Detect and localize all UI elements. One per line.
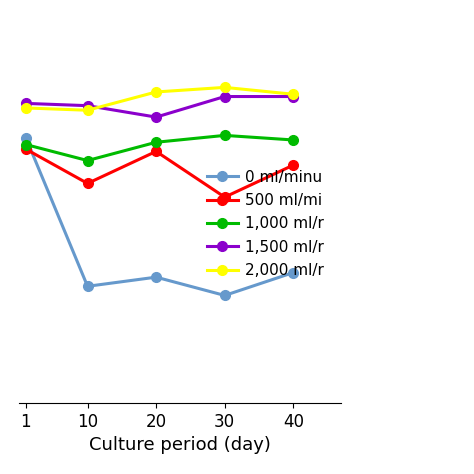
Line: 1,000 ml/r: 1,000 ml/r (21, 130, 298, 165)
500 ml/mi (85, 181, 91, 186)
0 ml/minu (291, 270, 296, 275)
1,500 ml/r (23, 100, 28, 106)
2,000 ml/r (291, 91, 296, 97)
X-axis label: Culture period (day): Culture period (day) (89, 436, 271, 454)
0 ml/minu (222, 292, 228, 298)
1,000 ml/r (153, 139, 159, 145)
2,000 ml/r (23, 105, 28, 111)
0 ml/minu (153, 274, 159, 280)
2,000 ml/r (222, 84, 228, 90)
1,500 ml/r (222, 94, 228, 100)
2,000 ml/r (153, 89, 159, 95)
2,000 ml/r (85, 108, 91, 113)
Line: 0 ml/minu: 0 ml/minu (21, 133, 298, 301)
1,000 ml/r (291, 137, 296, 143)
0 ml/minu (85, 283, 91, 289)
500 ml/mi (23, 146, 28, 152)
1,500 ml/r (291, 94, 296, 100)
500 ml/mi (153, 148, 159, 154)
Legend: 0 ml/minu, 500 ml/mi, 1,000 ml/r, 1,500 ml/r, 2,000 ml/r: 0 ml/minu, 500 ml/mi, 1,000 ml/r, 1,500 … (207, 170, 324, 278)
500 ml/mi (291, 162, 296, 168)
1,000 ml/r (222, 133, 228, 138)
1,000 ml/r (23, 142, 28, 147)
Line: 500 ml/mi: 500 ml/mi (21, 144, 298, 202)
500 ml/mi (222, 194, 228, 200)
Line: 1,500 ml/r: 1,500 ml/r (21, 91, 298, 122)
1,000 ml/r (85, 158, 91, 164)
1,500 ml/r (153, 114, 159, 120)
Line: 2,000 ml/r: 2,000 ml/r (21, 82, 298, 115)
0 ml/minu (23, 135, 28, 140)
1,500 ml/r (85, 103, 91, 109)
